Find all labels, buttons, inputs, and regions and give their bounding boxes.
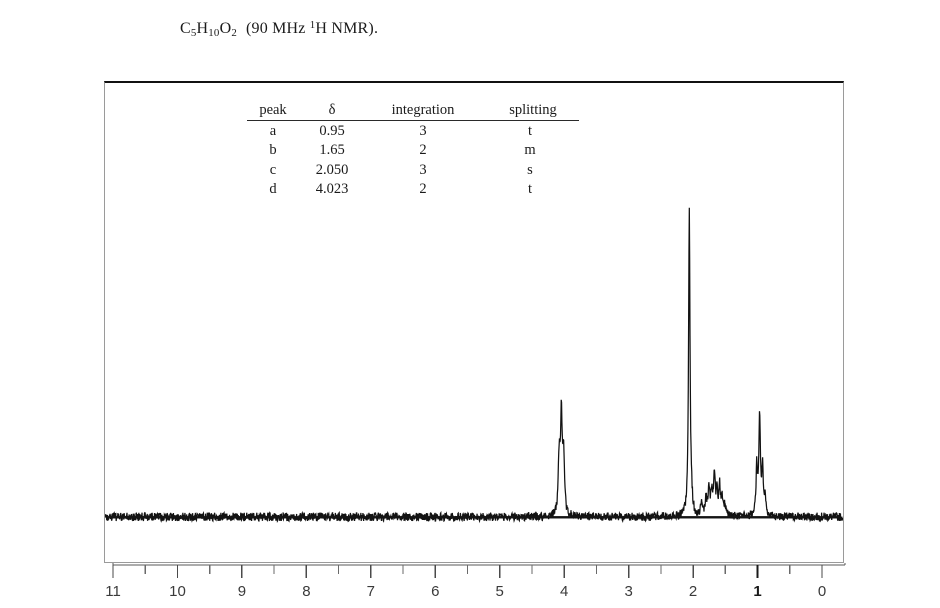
table-body: a 0.95 3 t b 1.65 2 m c 2.050 3 s d 4.02… [247,120,579,199]
table-header: peak δ integration splitting [247,103,579,120]
cell-delta: 0.95 [319,122,345,139]
table-row: b 1.65 2 m [247,140,579,160]
nmr-spectrum-trace [105,83,843,562]
axis-ticks [112,563,846,578]
cell-integration: 3 [419,161,427,178]
axis-tick-label-8: 8 [302,583,311,600]
cell-peak: b [269,142,277,158]
cell-peak: c [269,161,277,178]
formula-hydrogen-count: 10 [208,26,220,39]
axis-tick-label-5: 5 [495,583,504,600]
axis-tick-label-10: 10 [169,583,186,600]
formula-oxygen: O [219,19,232,37]
table-row: d 4.023 2 t [247,179,579,199]
axis-tick-label-3: 3 [624,583,633,600]
column-header-delta: δ [328,102,336,118]
formula-hydrogen: H [196,19,209,37]
axis-tick-label-1: 1 [753,583,762,600]
cell-delta: 4.023 [315,181,349,197]
cell-splitting: t [527,181,533,197]
axis-tick-label-6: 6 [431,583,440,600]
axis-tick-label-11: 11 [105,583,121,600]
nucleus-label: H NMR). [315,19,379,37]
table-row: a 0.95 3 t [247,120,579,140]
column-header-peak: peak [259,102,287,118]
cell-splitting: m [524,142,536,158]
chemical-shift-axis: 11 10 9 8 7 6 5 4 3 2 1 0 [104,563,846,608]
spectrum-plot-area: peak δ integration splitting a 0.95 3 t … [104,81,844,563]
formula-carbon: C [180,19,191,37]
axis-tick-label-2: 2 [688,583,698,600]
axis-tick-label-0: 0 [817,583,827,600]
cell-integration: 3 [419,122,427,139]
cell-integration: 2 [419,181,427,197]
cell-peak: d [269,181,277,197]
table-row: c 2.050 3 s [247,160,579,180]
axis-tick-label-7: 7 [366,583,375,600]
axis-tick-label-9: 9 [237,583,247,600]
acquisition-conditions: (90 MHz [245,19,310,37]
formula-oxygen-count: 2 [231,26,237,39]
nucleus-mass-number: 1 [309,19,316,31]
peak-assignment-table: peak δ integration splitting a 0.95 3 t … [247,103,579,199]
page-title: C5H10O2 (90 MHz 1H NMR). [180,19,378,39]
formula-carbon-count: 5 [190,26,197,39]
cell-splitting: s [527,161,533,178]
cell-integration: 2 [419,142,427,158]
table-header-row: peak δ integration splitting [247,103,579,120]
cell-delta: 2.050 [315,161,349,178]
axis-tick-label-4: 4 [560,583,569,600]
column-header-splitting: splitting [509,102,557,118]
cell-delta: 1.65 [319,142,345,158]
cell-splitting: t [527,122,533,139]
column-header-integration: integration [391,102,455,118]
cell-peak: a [269,122,277,139]
